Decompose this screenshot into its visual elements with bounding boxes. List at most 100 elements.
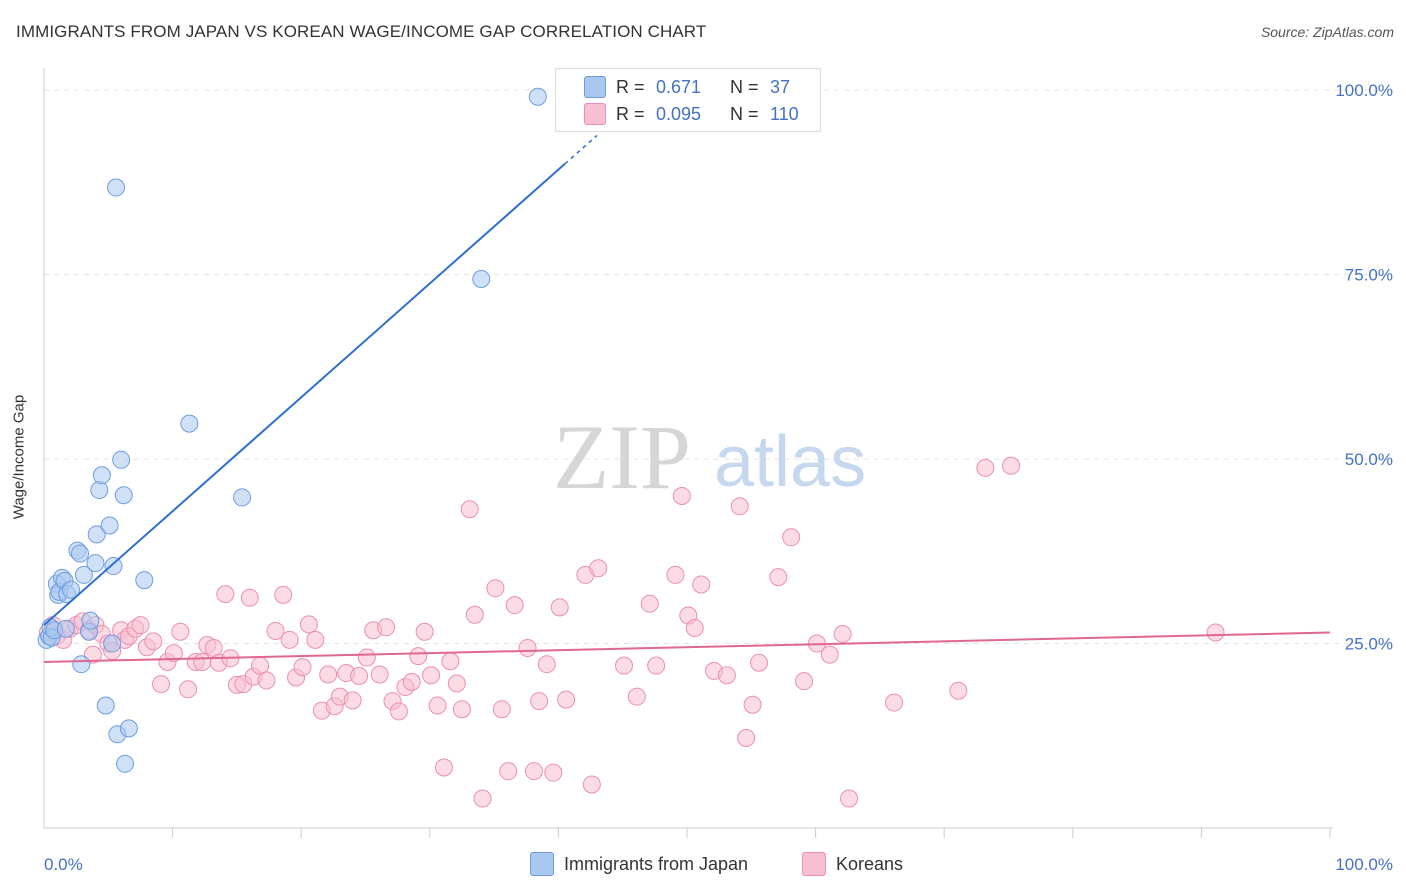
korean-point[interactable] [131, 616, 150, 635]
korean-point[interactable] [299, 615, 318, 634]
korean-point[interactable] [840, 789, 859, 808]
korean-point[interactable] [171, 622, 190, 641]
korean-point[interactable] [557, 690, 576, 709]
korean-point[interactable] [422, 666, 441, 685]
korean-point[interactable] [280, 630, 299, 649]
korean-point[interactable] [1002, 456, 1021, 475]
korean-point[interactable] [737, 728, 756, 747]
korean-point[interactable] [537, 655, 556, 674]
korean-point[interactable] [1206, 623, 1225, 642]
korean-point[interactable] [389, 702, 408, 721]
korean-point[interactable] [795, 672, 814, 691]
japan-point[interactable] [62, 580, 81, 599]
korean-point[interactable] [193, 652, 212, 671]
korean-point[interactable] [614, 656, 633, 675]
korean-point[interactable] [885, 693, 904, 712]
korean-point[interactable] [216, 585, 235, 604]
korean-point[interactable] [473, 789, 492, 808]
japan-point[interactable] [107, 178, 126, 197]
korean-point[interactable] [415, 622, 434, 641]
korean-point[interactable] [976, 458, 995, 477]
korean-point[interactable] [750, 653, 769, 672]
korean-point[interactable] [743, 695, 762, 714]
korean-point[interactable] [465, 605, 484, 624]
korean-point[interactable] [486, 579, 505, 598]
korean-point[interactable] [370, 665, 389, 684]
korean-point[interactable] [257, 671, 276, 690]
korean-point[interactable] [524, 762, 543, 781]
korean-point[interactable] [428, 696, 447, 715]
korean-point[interactable] [492, 700, 511, 719]
korean-point[interactable] [357, 648, 376, 667]
korean-point[interactable] [350, 667, 369, 685]
korean-point[interactable] [627, 687, 646, 706]
korean-point[interactable] [293, 658, 312, 677]
korean-point[interactable] [692, 575, 711, 594]
korean-point[interactable] [820, 645, 839, 664]
korean-point[interactable] [274, 585, 293, 604]
korean-point[interactable] [582, 775, 601, 794]
japan-point[interactable] [472, 270, 491, 289]
japan-point[interactable] [104, 557, 123, 576]
legend-item-koreans[interactable]: Koreans [802, 852, 903, 876]
japan-point[interactable] [96, 696, 115, 715]
korean-point[interactable] [306, 630, 325, 649]
korean-point[interactable] [266, 621, 285, 640]
japan-point[interactable] [72, 655, 91, 674]
korean-point[interactable] [164, 644, 183, 663]
korean-point[interactable] [152, 675, 171, 694]
legend-item-japan[interactable]: Immigrants from Japan [530, 852, 748, 876]
korean-point[interactable] [782, 528, 801, 547]
korean-point[interactable] [452, 700, 471, 719]
korean-point[interactable] [434, 758, 453, 777]
korean-point[interactable] [949, 681, 968, 700]
japan-point[interactable] [112, 450, 131, 469]
korean-point[interactable] [550, 598, 569, 617]
korean-point[interactable] [717, 666, 736, 685]
japan-point[interactable] [180, 414, 199, 433]
korean-point[interactable] [647, 656, 666, 675]
korean-point[interactable] [447, 674, 466, 693]
korean-point[interactable] [505, 596, 524, 615]
korean-point[interactable] [460, 500, 479, 519]
japan-point[interactable] [92, 466, 111, 485]
japan-point[interactable] [528, 87, 547, 106]
japan-point[interactable] [71, 544, 90, 563]
korean-point[interactable] [319, 665, 338, 684]
korean-point[interactable] [409, 647, 428, 666]
korean-point[interactable] [544, 763, 563, 782]
japan-point[interactable] [56, 619, 75, 638]
korean-point[interactable] [518, 638, 537, 657]
korean-point[interactable] [240, 588, 259, 607]
japan-point[interactable] [116, 754, 135, 773]
japan-point[interactable] [100, 516, 119, 535]
korean-point[interactable] [640, 594, 659, 613]
korean-point[interactable] [402, 672, 421, 691]
korean-point[interactable] [666, 565, 685, 584]
japan-point[interactable] [87, 525, 106, 544]
korean-point[interactable] [769, 568, 788, 587]
korean-point[interactable] [179, 680, 198, 699]
japan-point[interactable] [135, 571, 154, 590]
korean-point[interactable] [672, 486, 691, 505]
korean-point[interactable] [499, 762, 518, 781]
korean-point[interactable] [441, 652, 460, 671]
y-tick-label: 100.0% [1335, 81, 1393, 100]
japan-point[interactable] [74, 565, 93, 584]
korean-point[interactable] [730, 497, 749, 516]
japan-point[interactable] [81, 611, 100, 630]
japan-point[interactable] [86, 554, 105, 573]
korean-point[interactable] [343, 691, 362, 710]
korean-point[interactable] [144, 632, 163, 651]
korean-point[interactable] [83, 645, 102, 664]
japan-point[interactable] [114, 486, 133, 505]
japan-point[interactable] [233, 488, 252, 507]
japan-point[interactable] [90, 481, 109, 500]
japan-point[interactable] [103, 634, 122, 653]
japan-point[interactable] [119, 719, 138, 738]
korean-point[interactable] [685, 619, 704, 638]
korean-point[interactable] [589, 559, 608, 578]
korean-point[interactable] [377, 618, 396, 637]
korean-point[interactable] [833, 624, 852, 643]
korean-point[interactable] [530, 692, 549, 711]
